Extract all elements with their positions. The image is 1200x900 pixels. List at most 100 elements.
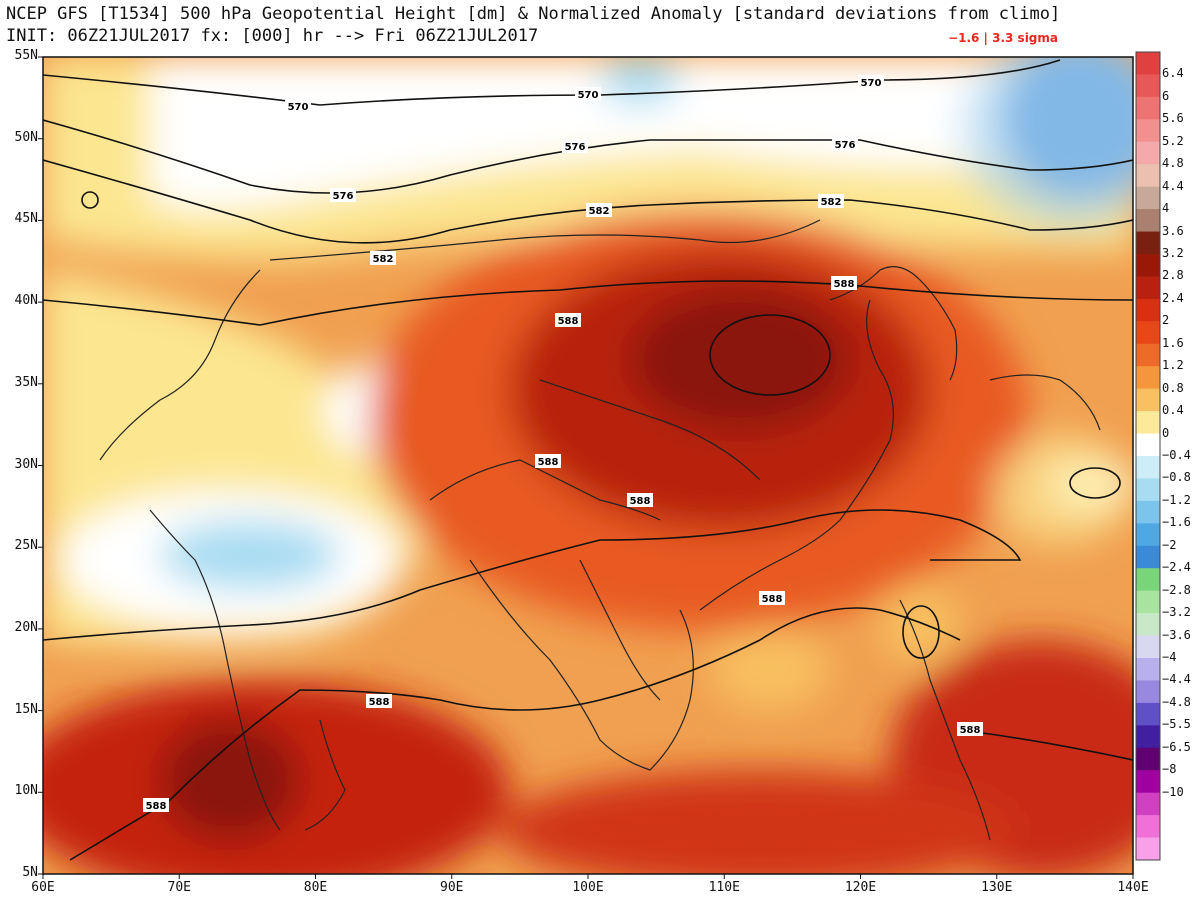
- colorbar-swatch: [1136, 298, 1160, 322]
- colorbar-swatch: [1136, 613, 1160, 637]
- latitude-label: 15N: [14, 701, 38, 717]
- colorbar-swatch: [1136, 209, 1160, 233]
- svg-text:576: 576: [333, 191, 354, 202]
- colorbar-label: −2.8: [1162, 582, 1191, 597]
- longitude-label: 140E: [1117, 880, 1149, 895]
- colorbar-swatch: [1136, 725, 1160, 749]
- colorbar-swatch: [1136, 164, 1160, 188]
- latitude-label: 10N: [14, 783, 38, 799]
- svg-text:588: 588: [558, 316, 579, 327]
- sigma-range: −1.6 | 3.3 sigma: [948, 31, 1058, 45]
- colorbar-label: 3.2: [1162, 246, 1184, 260]
- coastlines: [99, 219, 1101, 841]
- contour-label: 570: [858, 75, 884, 89]
- svg-text:570: 570: [288, 102, 309, 113]
- colorbar-swatch: [1136, 815, 1160, 839]
- colorbar-label: 2.4: [1162, 290, 1184, 305]
- svg-text:588: 588: [630, 496, 651, 507]
- colorbar-label: −0.8: [1162, 470, 1191, 485]
- colorbar-label: −4.8: [1162, 694, 1191, 709]
- colorbar-swatch: [1136, 52, 1160, 75]
- longitude-label: 70E: [167, 880, 191, 895]
- longitude-label: 110E: [708, 880, 740, 895]
- contour-label: 582: [370, 251, 396, 265]
- map-subtitle: INIT: 06Z21JUL2017 fx: [000] hr --> Fri …: [6, 26, 539, 46]
- svg-text:588: 588: [762, 594, 783, 605]
- svg-text:582: 582: [821, 197, 842, 208]
- longitude-label: 100E: [572, 880, 604, 895]
- colorbar-label: −3.2: [1162, 605, 1191, 620]
- colorbar-swatch: [1136, 792, 1160, 816]
- colorbar-swatch: [1136, 590, 1160, 614]
- colorbar-label: −2.4: [1162, 560, 1191, 575]
- colorbar-swatch: [1136, 254, 1160, 277]
- colorbar-label: 4.4: [1162, 178, 1184, 193]
- colorbar-label: 5.6: [1162, 111, 1184, 126]
- colorbar-label: 2.8: [1162, 268, 1184, 283]
- colorbar-label: 0.4: [1162, 403, 1184, 418]
- colorbar-swatch: [1136, 523, 1160, 547]
- svg-text:576: 576: [835, 140, 856, 151]
- contour-label: 588: [957, 722, 983, 736]
- colorbar-label: 6: [1162, 88, 1170, 103]
- colorbar-label: −5.5: [1162, 717, 1191, 732]
- colorbar-swatch: [1136, 141, 1160, 165]
- colorbar-swatch: [1136, 658, 1160, 681]
- contour-label: 588: [555, 313, 581, 327]
- colorbar-swatch: [1136, 343, 1160, 367]
- colorbar-swatch: [1136, 545, 1160, 569]
- colorbar-label: −4: [1162, 650, 1177, 664]
- colorbar-swatch: [1136, 635, 1160, 659]
- colorbar-swatch: [1136, 388, 1160, 412]
- colorbar-swatch: [1136, 500, 1160, 524]
- colorbar-swatch: [1136, 770, 1160, 794]
- longitude-label: 130E: [981, 880, 1013, 895]
- colorbar-label: −1.2: [1162, 492, 1191, 507]
- latitude-label: 55N: [14, 48, 38, 63]
- colorbar-swatch: [1136, 74, 1160, 98]
- contour-label: 588: [627, 493, 653, 507]
- contour-label: 570: [285, 99, 311, 113]
- colorbar-label: −1.6: [1162, 515, 1191, 530]
- latitude-label: 30N: [14, 456, 38, 472]
- colorbar-swatch: [1136, 747, 1160, 771]
- colorbar-label: 0.8: [1162, 380, 1184, 395]
- svg-text:588: 588: [834, 279, 855, 290]
- svg-text:570: 570: [578, 90, 599, 101]
- colorbar-swatch: [1136, 96, 1160, 120]
- contour-label: 588: [831, 276, 857, 290]
- colorbar-frame: [1135, 51, 1161, 861]
- latitude-label: 45N: [14, 211, 38, 227]
- colorbar-label: 1.2: [1162, 358, 1184, 373]
- longitude-label: 120E: [844, 880, 877, 895]
- colorbar-swatch: [1136, 321, 1160, 345]
- svg-text:570: 570: [861, 78, 882, 89]
- latitude-label: 40N: [14, 293, 38, 309]
- contour-label: 588: [143, 798, 169, 812]
- contour-label: 576: [330, 188, 356, 202]
- contour-label: 570: [575, 87, 601, 101]
- svg-text:588: 588: [960, 725, 981, 736]
- colorbar-swatch: [1136, 186, 1160, 210]
- contour-label: 588: [535, 454, 561, 468]
- colorbar-swatch: [1136, 366, 1160, 390]
- svg-text:588: 588: [146, 801, 167, 812]
- colorbar-swatch: [1136, 231, 1160, 255]
- longitude-label: 90E: [440, 880, 464, 895]
- latitude-label: 50N: [14, 129, 38, 145]
- longitude-label: 80E: [303, 880, 328, 895]
- colorbar-label: −4.4: [1162, 672, 1191, 687]
- colorbar-swatch: [1136, 702, 1160, 726]
- colorbar: [1136, 52, 1160, 861]
- colorbar-label: 0: [1162, 425, 1170, 440]
- longitude-label: 60E: [31, 880, 55, 895]
- colorbar-label: 5.2: [1162, 133, 1184, 148]
- colorbar-label: −0.4: [1162, 448, 1191, 462]
- contour-label-group: 570 570 570 576 576 576 582 582 582 588 …: [143, 75, 983, 812]
- svg-text:588: 588: [369, 697, 390, 708]
- svg-text:582: 582: [373, 254, 394, 265]
- latitude-label: 25N: [14, 538, 38, 554]
- colorbar-label: −6.5: [1162, 739, 1191, 754]
- colorbar-label: −2: [1162, 537, 1177, 552]
